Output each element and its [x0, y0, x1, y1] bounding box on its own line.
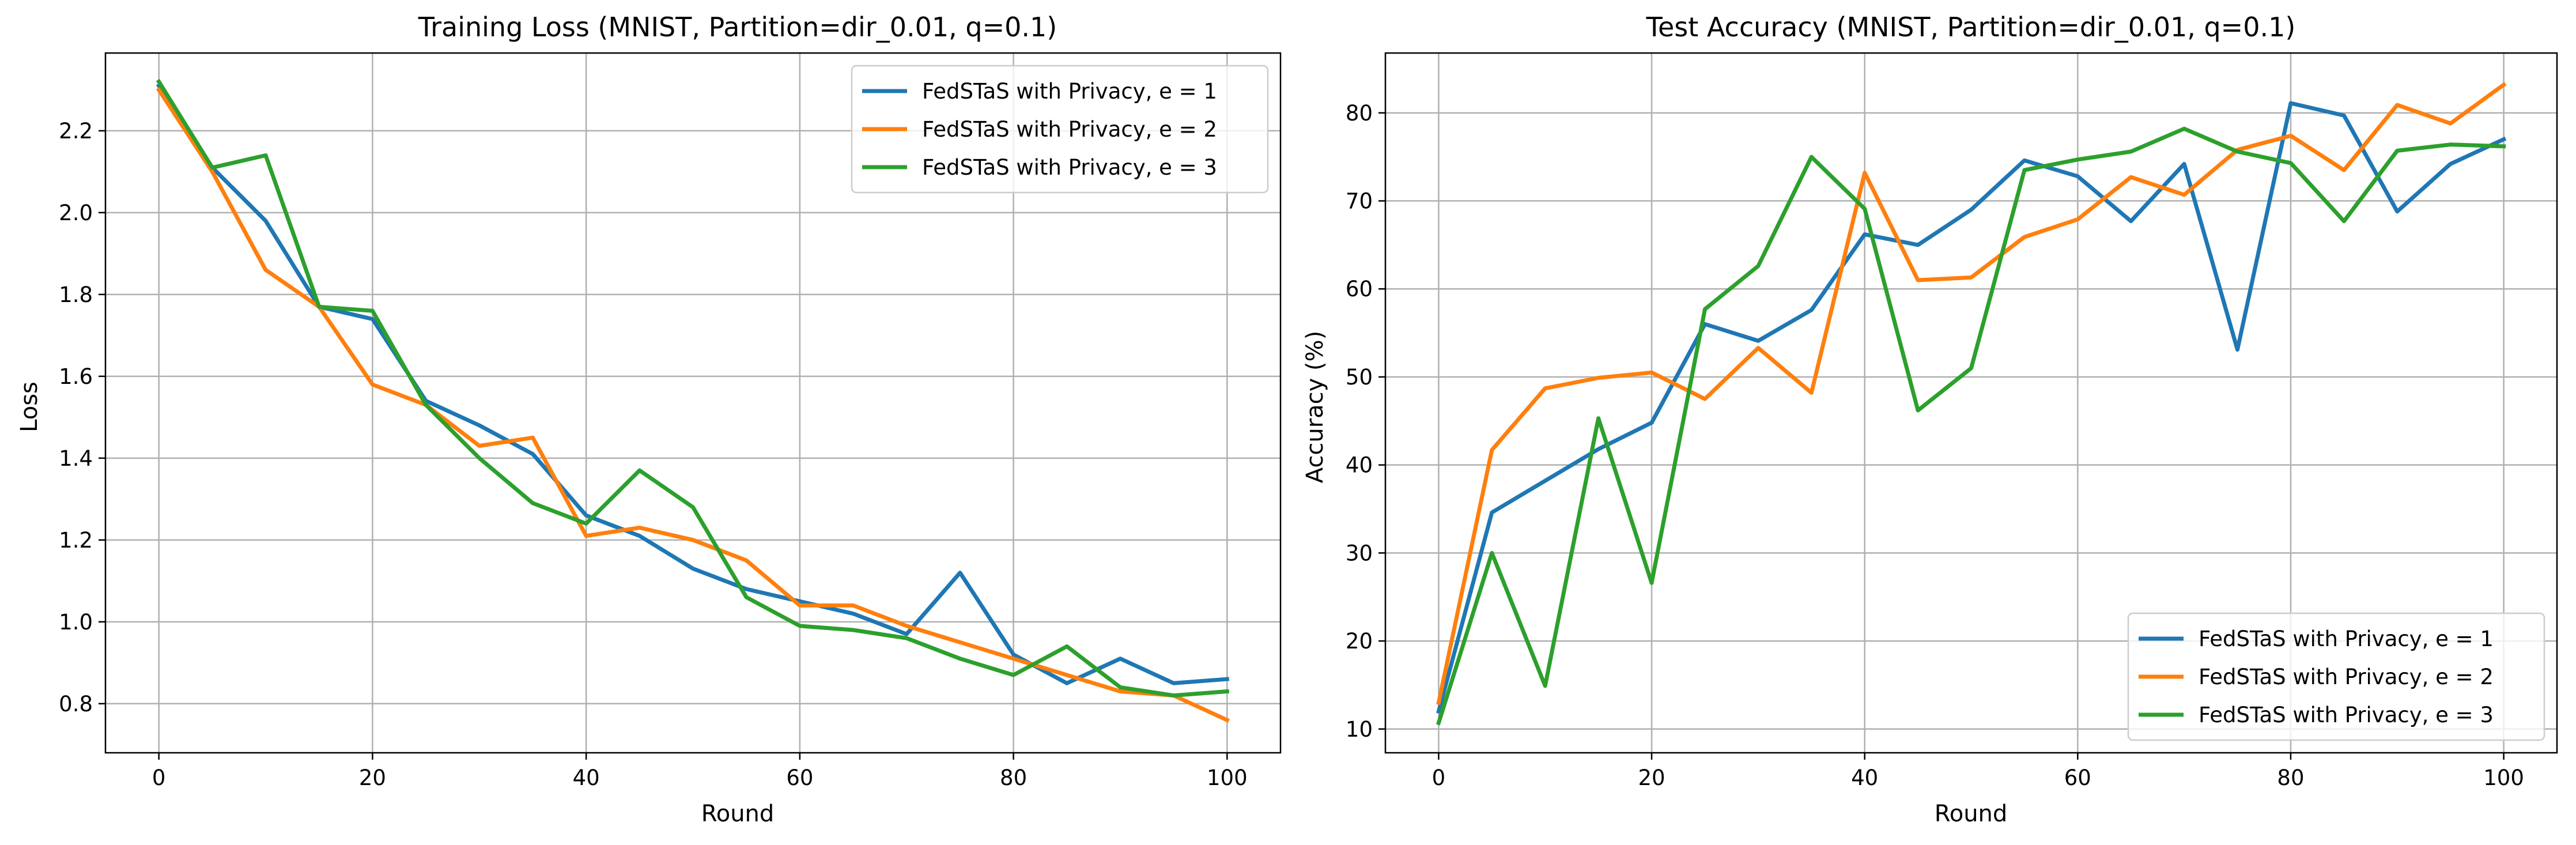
legend: FedSTaS with Privacy, e = 1 FedSTaS with …: [851, 65, 1269, 194]
x-axis-label: Round: [1935, 801, 2008, 827]
y-tick-label: 1.8: [59, 282, 93, 307]
series-line-e3: [1436, 126, 2506, 726]
axes-frame: [1384, 52, 2558, 754]
loss-chart: Training Loss (MNIST, Partition=dir_0.01…: [16, 12, 1282, 827]
y-tick-label: 30: [1346, 541, 1373, 565]
axes-frame: [104, 52, 1282, 754]
y-tick-label: 50: [1346, 365, 1373, 390]
y-tick-label: 10: [1346, 717, 1373, 742]
legend-box: [851, 65, 1269, 194]
x-tick-label: 0: [152, 765, 166, 790]
y-tick-label: 20: [1346, 629, 1373, 654]
x-tick-label: 80: [2277, 765, 2304, 790]
y-tick-label: 70: [1346, 189, 1373, 214]
y-tick-label: 80: [1346, 101, 1373, 126]
y-tick-label: 1.0: [59, 610, 93, 635]
x-tick-label: 20: [359, 765, 386, 790]
series-line-e1: [1436, 101, 2507, 714]
y-axis-label: Loss: [16, 382, 43, 432]
y-tick-label: 0.8: [59, 692, 93, 716]
legend-label-e1: FedSTaS with Privacy, e = 1: [2199, 627, 2494, 651]
y-tick-label: 2.0: [59, 201, 93, 225]
legend-label-e2: FedSTaS with Privacy, e = 2: [2199, 665, 2494, 689]
x-tick-label: 20: [1638, 765, 1665, 790]
series-lines: [1436, 82, 2507, 726]
grid: [105, 53, 1281, 753]
x-tick-label: 60: [786, 765, 813, 790]
series-line-e2: [1436, 82, 2507, 706]
x-tick-label: 80: [1000, 765, 1027, 790]
x-tick-label: 40: [1851, 765, 1878, 790]
x-tick-label: 40: [573, 765, 600, 790]
series-line-e2: [156, 87, 1230, 723]
y-tick-label: 1.6: [59, 364, 93, 389]
series-line-e3: [156, 78, 1230, 698]
y-axis-label: Accuracy (%): [1302, 331, 1328, 484]
y-axis-ticks: 10 20 30 40 50 60 70 80: [1346, 101, 1385, 742]
legend-label-e3: FedSTaS with Privacy, e = 3: [922, 155, 1217, 180]
y-tick-label: 40: [1346, 453, 1373, 478]
legend-label-e3: FedSTaS with Privacy, e = 3: [2199, 703, 2494, 727]
x-tick-label: 100: [2483, 765, 2524, 790]
x-axis-ticks: 0 20 40 60 80 100: [152, 753, 1248, 790]
y-tick-label: 1.2: [59, 528, 93, 553]
x-tick-label: 0: [1432, 765, 1446, 790]
y-tick-label: 2.2: [59, 119, 93, 144]
y-axis-ticks: 0.8 1.0 1.2 1.4 1.6 1.8 2.0 2.2: [59, 119, 105, 716]
chart-title: Training Loss (MNIST, Partition=dir_0.01…: [418, 12, 1057, 43]
legend: FedSTaS with Privacy, e = 1 FedSTaS with …: [2127, 612, 2545, 741]
series-lines: [156, 78, 1230, 723]
x-tick-label: 100: [1207, 765, 1248, 790]
x-tick-label: 60: [2064, 765, 2091, 790]
accuracy-chart: Test Accuracy (MNIST, Partition=dir_0.01…: [1302, 12, 2558, 827]
x-axis-label: Round: [701, 801, 775, 827]
series-line-e1: [156, 82, 1230, 685]
y-tick-label: 60: [1346, 277, 1373, 301]
legend-box: [2127, 612, 2545, 741]
legend-label-e2: FedSTaS with Privacy, e = 2: [922, 117, 1217, 142]
chart-title: Test Accuracy (MNIST, Partition=dir_0.01…: [1646, 12, 2296, 43]
legend-label-e1: FedSTaS with Privacy, e = 1: [922, 79, 1217, 104]
x-axis-ticks: 0 20 40 60 80 100: [1432, 753, 2524, 790]
y-tick-label: 1.4: [59, 446, 93, 471]
